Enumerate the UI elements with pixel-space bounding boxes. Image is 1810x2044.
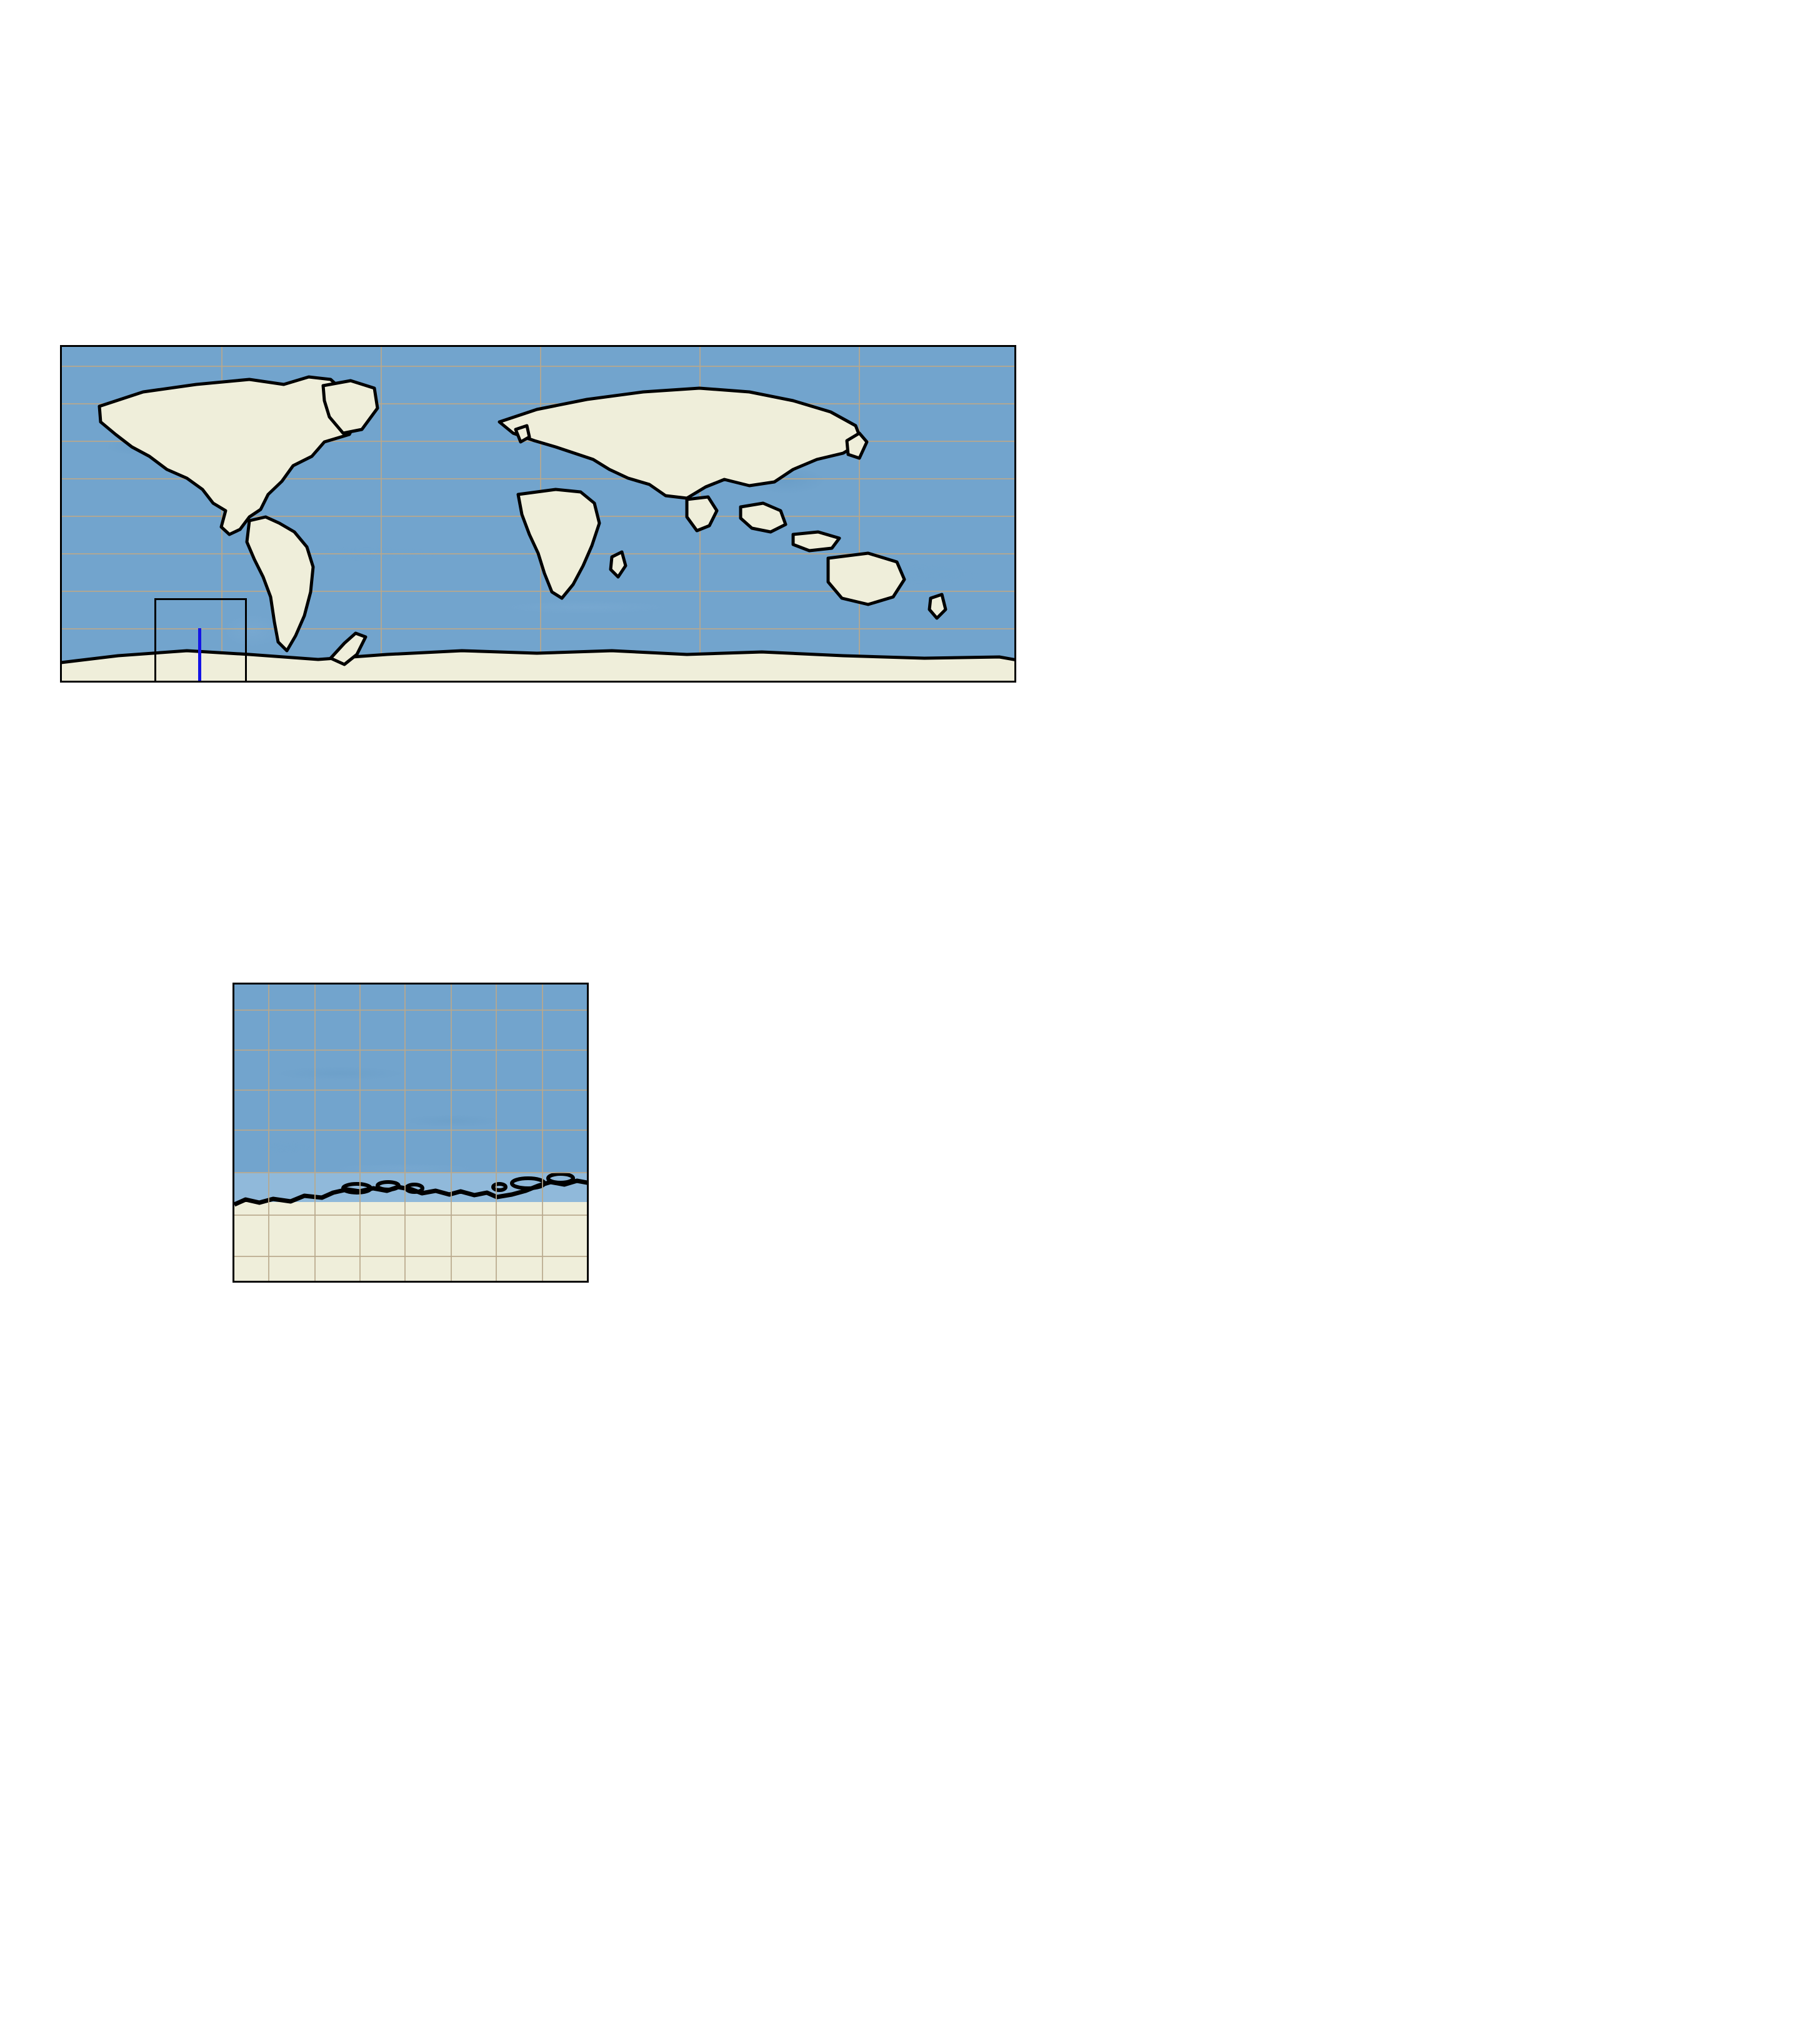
- inset-gridline-v1: [268, 984, 269, 1281]
- inset-gridline-2: [234, 1050, 587, 1051]
- inset-gridline-v7: [542, 984, 543, 1281]
- map-gridline-lon-120: [859, 347, 860, 681]
- inset-gridline-v4: [404, 984, 406, 1281]
- map-gridline-lon--60: [381, 347, 382, 681]
- inset-gridline-v3: [359, 984, 361, 1281]
- region-zoom-map[interactable]: [232, 983, 589, 1283]
- global-locator-map[interactable]: [60, 345, 1016, 683]
- inset-gridline-7: [234, 1256, 587, 1257]
- map-gridline-lat-60: [62, 403, 1014, 404]
- map-gridline-lat-20: [62, 478, 1014, 479]
- inset-gridline-v6: [496, 984, 497, 1281]
- map-gridline-lon--120: [221, 347, 222, 681]
- map-continents: [62, 375, 1014, 681]
- transect-line: [198, 628, 201, 681]
- inset-gridline-6: [234, 1215, 587, 1216]
- inset-gridline-v5: [451, 984, 452, 1281]
- map-gridline-lat-80: [62, 366, 1014, 367]
- inset-gridline-3: [234, 1090, 587, 1091]
- inset-coastline: [234, 1172, 587, 1207]
- inset-gridline-4: [234, 1130, 587, 1131]
- inset-gridline-v2: [314, 984, 316, 1281]
- inset-gridline-5: [234, 1172, 587, 1173]
- map-gridline-lat--40: [62, 591, 1014, 592]
- inset-gridline-1: [234, 1009, 587, 1011]
- map-gridline-lat--60: [62, 628, 1014, 629]
- selection-box: [154, 598, 247, 681]
